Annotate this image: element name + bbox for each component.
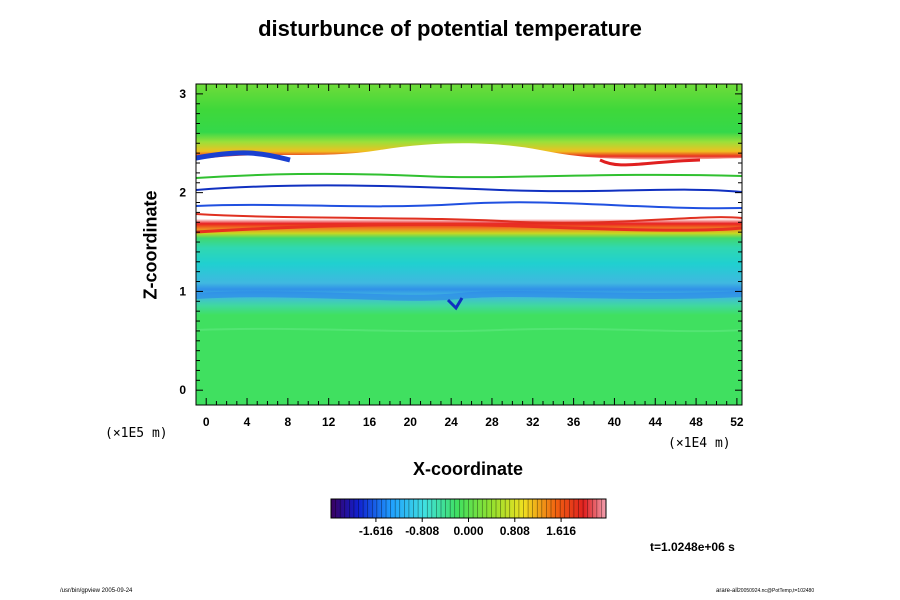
- y-axis-label: Z-coordinate: [140, 190, 161, 300]
- x-tick-label: 44: [649, 415, 663, 429]
- footer-right-small: 20050924.nc@PotTemp,t=102480: [738, 588, 815, 594]
- y-tick-label: 1: [179, 284, 186, 298]
- colorbar-tick-label: -1.616: [359, 524, 393, 538]
- colorbar-tick-label: 0.808: [500, 524, 530, 538]
- colorbar-tick-label: -0.808: [405, 524, 439, 538]
- x-axis-label: X-coordinate: [412, 459, 523, 479]
- chart-title: disturbunce of potential temperature: [258, 16, 642, 41]
- x-tick-label: 16: [363, 415, 377, 429]
- colorbar-tick-label: 0.000: [453, 524, 483, 538]
- colorbar-label-layer: -1.616 -0.808 0.000 0.808 1.616: [359, 518, 576, 538]
- x-tick-label: 0: [203, 415, 210, 429]
- x-tick-label: 36: [567, 415, 581, 429]
- x-tick-label: 28: [485, 415, 499, 429]
- z-scale-label: (×1E5 m): [105, 426, 168, 441]
- x-tick-label: 4: [244, 415, 251, 429]
- footer-left: /usr/bin/gpview 2005-09-24: [60, 588, 133, 594]
- time-label: t=1.0248e+06 s: [650, 540, 735, 554]
- x-tick-label: 32: [526, 415, 540, 429]
- x-tick-label: 12: [322, 415, 336, 429]
- y-tick-label: 2: [179, 186, 186, 200]
- footer-right-main: arare-all: [716, 588, 739, 594]
- y-tick-label: 0: [179, 383, 186, 397]
- y-tick-label: 3: [179, 87, 186, 101]
- x-tick-label: 8: [285, 415, 292, 429]
- heatmap-field: [196, 84, 742, 405]
- plot-frame: [195, 83, 743, 406]
- x-tick-label: 40: [608, 415, 622, 429]
- colorbar-tick-label: 1.616: [546, 524, 576, 538]
- x-tick-label: 52: [730, 415, 744, 429]
- colorbar-stripes: [335, 499, 602, 518]
- x-scale-label: (×1E4 m): [668, 436, 731, 451]
- x-tick-label: 24: [444, 415, 458, 429]
- x-tick-label: 48: [689, 415, 703, 429]
- footer-right: arare-all20050924.nc@PotTemp,t=102480: [716, 588, 814, 594]
- x-tick-label: 20: [404, 415, 418, 429]
- tick-layer: [196, 84, 742, 405]
